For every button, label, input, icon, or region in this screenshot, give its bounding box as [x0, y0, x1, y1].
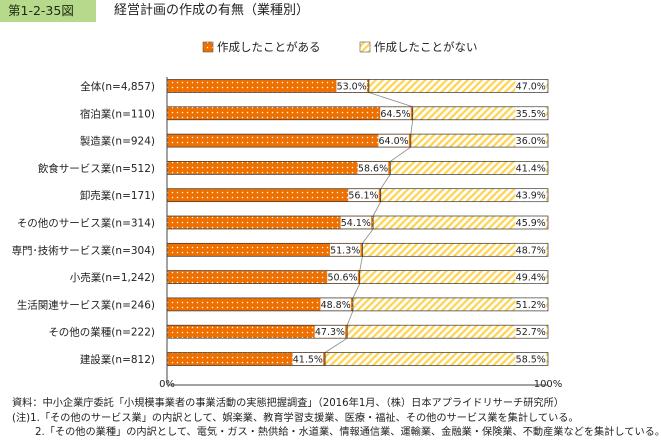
value-label: 49.4% — [516, 273, 546, 284]
category-label: その他の業種(n=222) — [48, 326, 155, 339]
value-label: 56.1% — [348, 191, 378, 202]
value-label-bg — [515, 271, 546, 284]
bar-not-created — [362, 242, 549, 257]
value-label-bg — [340, 216, 372, 229]
value-label: 41.5% — [293, 355, 323, 366]
bar-created — [166, 106, 414, 121]
source-note: 資料：中小企業庁委託「小規模事業者の事業活動の実態把握調査」（2016年1月、（… — [12, 398, 564, 409]
value-label: 51.3% — [330, 245, 360, 256]
category-label: 建設業(n=812) — [80, 353, 155, 366]
category-label: 卸売業(n=171) — [80, 189, 155, 202]
value-label: 58.5% — [516, 355, 546, 366]
bar-not-created — [368, 79, 549, 93]
value-label-bg — [515, 80, 546, 92]
category-label: 宿泊業(n=110) — [80, 107, 155, 120]
category-label: 製造業(n=924) — [80, 135, 155, 148]
category-label: 全体(n=4,857) — [80, 80, 155, 93]
value-label: 52.7% — [516, 327, 546, 338]
value-label: 48.8% — [321, 300, 351, 311]
connector-line — [410, 119, 414, 135]
legend-swatch-1 — [202, 41, 214, 53]
bar-not-created — [380, 188, 549, 203]
connector-line — [380, 174, 391, 189]
value-label: 54.1% — [341, 218, 371, 229]
category-label: 専門･技術サービス業(n=304) — [12, 244, 155, 257]
value-label-bg — [515, 353, 546, 365]
value-label-bg — [327, 271, 358, 284]
value-label: 47.0% — [516, 82, 546, 93]
value-label-bg — [515, 161, 546, 174]
value-label-bg — [515, 325, 546, 338]
legend-swatch-2 — [359, 41, 371, 53]
connector-line — [324, 337, 348, 353]
value-label-bg — [515, 243, 546, 256]
value-label: 64.0% — [378, 136, 408, 147]
value-label-bg — [292, 353, 324, 365]
value-label-bg — [515, 216, 546, 229]
bar-group — [166, 79, 549, 366]
bar-not-created — [352, 297, 549, 312]
value-label: 48.7% — [516, 245, 546, 256]
value-label-bg — [348, 189, 379, 202]
value-label-bg — [336, 80, 367, 92]
category-label: その他のサービス業(n=314) — [17, 217, 155, 230]
connector-line — [346, 310, 354, 326]
figure-number: 第1-2-35図 — [0, 0, 96, 22]
connector-line — [372, 201, 382, 217]
connector-line — [390, 146, 412, 162]
figure-notes: 資料：中小企業庁委託「小規模事業者の事業活動の実態把握調査」（2016年1月、（… — [12, 397, 661, 441]
value-label-bg — [357, 161, 389, 174]
value-label-bg — [314, 325, 346, 338]
value-label: 41.4% — [516, 163, 546, 174]
bar-not-created — [359, 270, 549, 284]
bar-created — [166, 161, 391, 175]
value-label: 43.9% — [516, 191, 546, 202]
category-label: 飲食サービス業(n=512) — [38, 162, 155, 175]
value-label: 64.5% — [380, 109, 410, 120]
label-group: 0%100%全体(n=4,857)53.0%47.0%宿泊業(n=110)64.… — [12, 80, 562, 390]
footnote-2: 2.「その他の業種」の内訳として、電気・ガス・熱供給・水道業、情報通信業、運輸業… — [35, 427, 661, 438]
value-label-bg — [380, 107, 411, 120]
connector-line — [352, 283, 361, 299]
value-label-bg — [378, 134, 409, 147]
bar-created — [166, 133, 412, 148]
bar-not-created — [389, 161, 549, 175]
figure-title: 経営計画の作成の有無（業種別） — [114, 3, 310, 18]
series-connector-lines — [324, 92, 414, 353]
connector-line — [359, 256, 363, 271]
value-label: 58.6% — [358, 163, 388, 174]
value-label: 53.0% — [337, 82, 367, 93]
category-label: 小売業(n=1,242) — [70, 271, 155, 284]
connector-line — [368, 92, 413, 108]
footnote-1: (注)1.「その他のサービス業」の内訳として、娯楽業、教育学習支援業、医療・福祉… — [12, 412, 579, 424]
bar-not-created — [412, 106, 549, 121]
value-label-bg — [515, 134, 546, 147]
bar-not-created — [324, 352, 549, 366]
value-label: 45.9% — [516, 218, 546, 229]
category-label: 生活関連サービス業(n=246) — [17, 298, 155, 311]
value-label: 35.5% — [516, 109, 546, 120]
value-label: 51.2% — [516, 300, 546, 311]
bar-not-created — [410, 133, 549, 148]
value-label: 36.0% — [516, 136, 546, 147]
legend-label-2: 作成したことがない — [374, 40, 478, 54]
value-label-bg — [515, 107, 546, 120]
value-label-bg — [329, 243, 361, 256]
bar-not-created — [372, 215, 549, 230]
bar-not-created — [346, 324, 549, 339]
chart-legend: 作成したことがある 作成したことがない — [202, 40, 478, 54]
legend-label-1: 作成したことがある — [217, 40, 321, 54]
value-label-bg — [320, 298, 351, 311]
value-label: 47.3% — [315, 327, 345, 338]
value-label: 50.6% — [327, 273, 357, 284]
value-label-bg — [515, 189, 546, 202]
connector-line — [362, 228, 374, 244]
value-label-bg — [515, 298, 546, 311]
